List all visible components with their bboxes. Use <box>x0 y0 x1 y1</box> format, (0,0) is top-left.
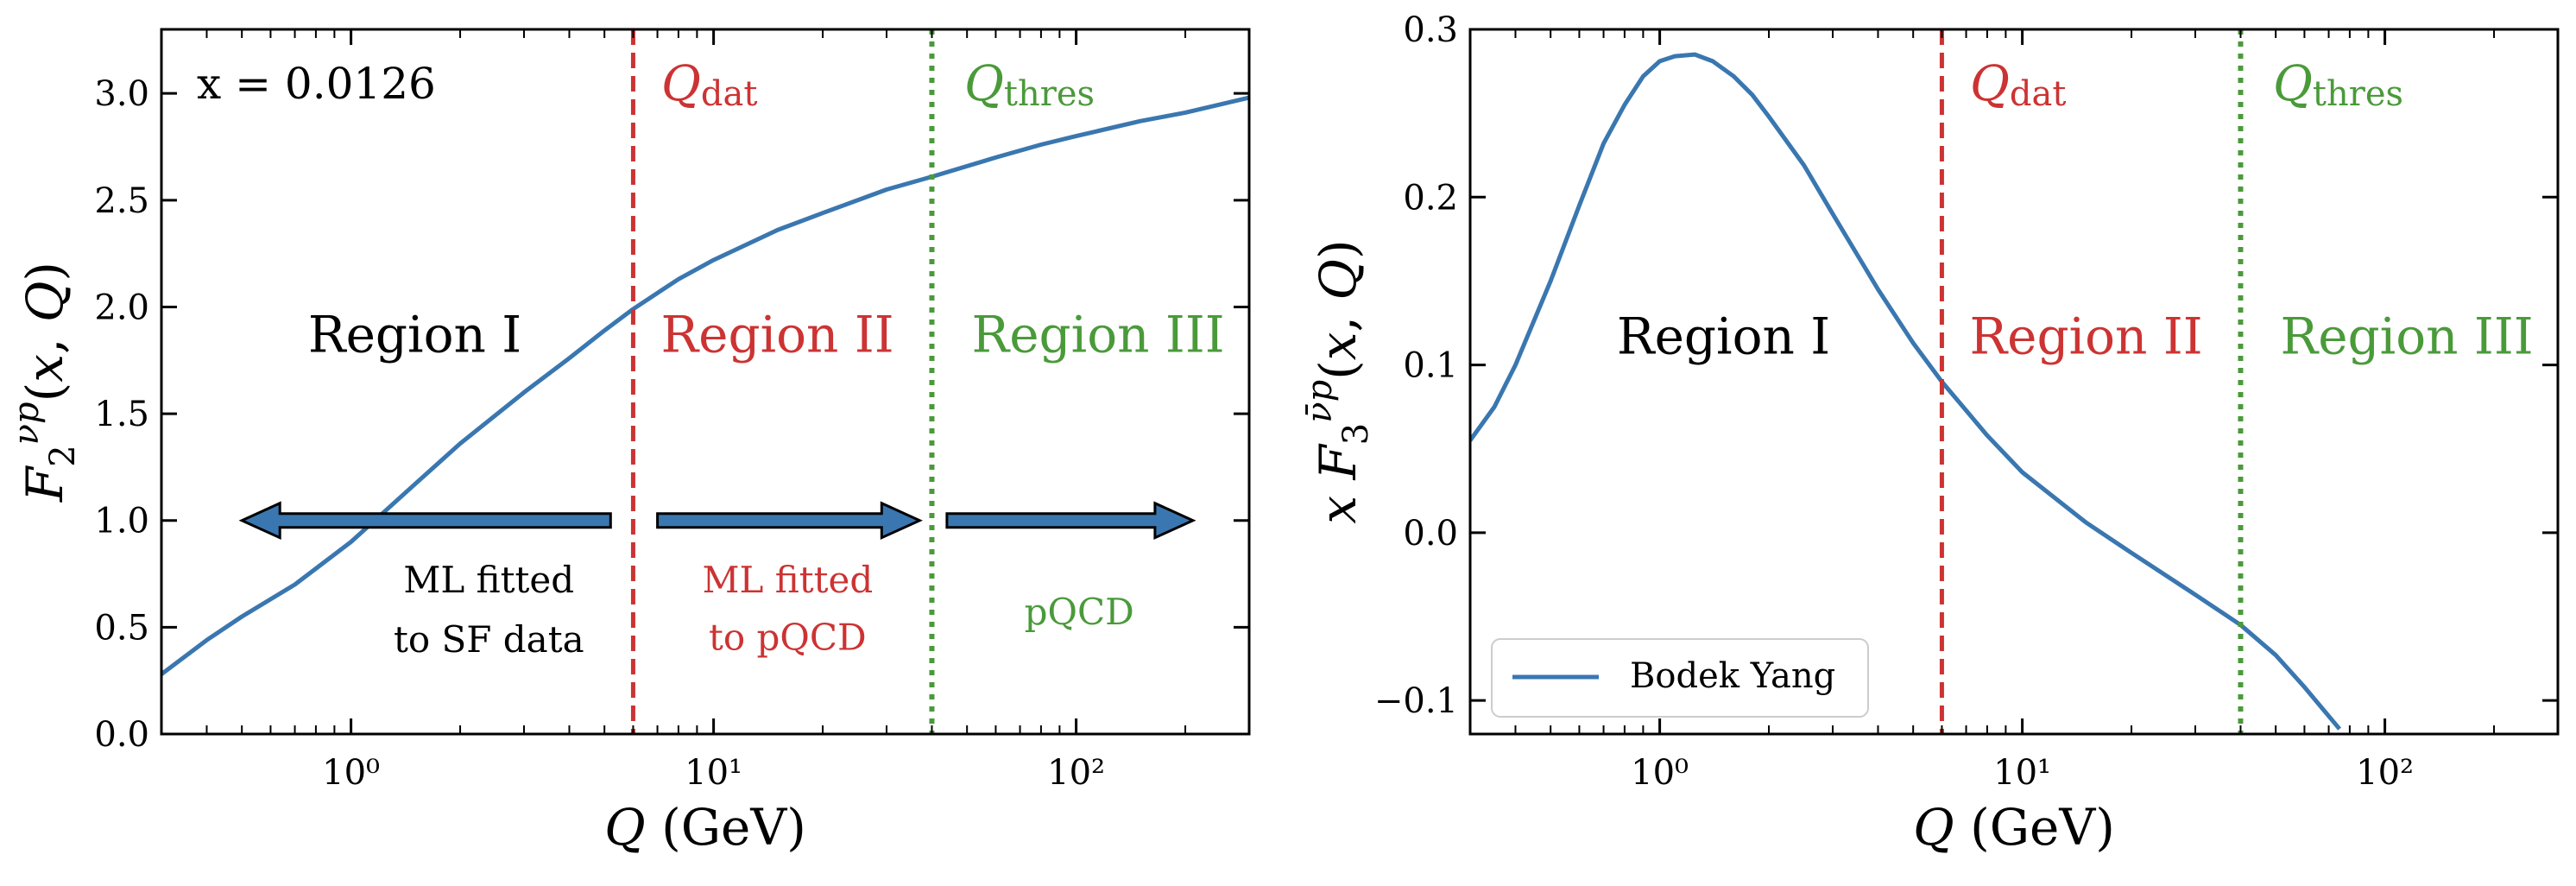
x-tick-label: 10⁰ <box>1631 753 1689 793</box>
x-axis-label: Q (GeV) <box>1913 798 2115 857</box>
y-tick-label: 0.5 <box>94 608 149 648</box>
region-3-label: Region III <box>2281 307 2534 366</box>
y-tick-label: 0.1 <box>1403 346 1458 386</box>
y-tick-label: 1.0 <box>94 502 149 541</box>
series-line-0 <box>161 95 1249 676</box>
y-tick-label: 2.5 <box>94 181 149 221</box>
y-tick-label: 1.5 <box>94 395 149 434</box>
x-axis-label: Q (GeV) <box>604 798 806 857</box>
x-tick-label: 10² <box>2356 753 2414 793</box>
region-arrow-3 <box>945 501 1196 541</box>
x-tick-label: 10² <box>1047 753 1105 793</box>
series-line-0 <box>1470 52 2342 731</box>
note-ml-sf-line2: to SF data <box>394 618 584 661</box>
x-tick-label: 10¹ <box>685 753 742 793</box>
legend-entry-bodek-yang: Bodek Yang <box>1630 656 1835 696</box>
plot-frame <box>1468 28 2560 736</box>
region-2-label: Region II <box>1969 307 2202 366</box>
note-pqcd: pQCD <box>1025 591 1134 633</box>
region-3-label: Region III <box>972 306 1225 364</box>
qdat-label: Qdat <box>1970 56 2066 114</box>
legend: Bodek Yang <box>1491 638 1869 718</box>
region-2-label: Region II <box>660 306 893 364</box>
qthres-label: Qthres <box>964 56 1095 114</box>
panel-xf3: 10⁰ 10¹ 10² −0.1 0.0 0.1 0.2 0.3 Qdat Qthres Re… <box>1300 10 2560 857</box>
y-tick-label: −0.1 <box>1374 681 1458 721</box>
y-tick-label: 3.0 <box>94 74 149 114</box>
y-axis-label: x F3ν̄p(x, Q) <box>1300 239 1376 523</box>
qthres-label: Qthres <box>2273 56 2403 114</box>
note-ml-pqcd-line2: to pQCD <box>709 617 867 659</box>
plot-frame <box>160 28 1251 736</box>
region-arrow-1 <box>238 501 612 541</box>
qdat-label: Qdat <box>661 56 757 114</box>
y-tick-label: 0.3 <box>1403 10 1458 50</box>
region-arrow-2 <box>656 501 923 541</box>
y-tick-label: 0.0 <box>94 715 149 755</box>
x-tick-label: 10¹ <box>1993 753 2051 793</box>
y-tick-label: 2.0 <box>94 288 149 327</box>
x-tick-label: 10⁰ <box>322 753 380 793</box>
legend-box <box>1491 638 1869 718</box>
panel-f2: 10⁰ 10¹ 10² 0.0 0.5 1.0 1.5 2.0 2.5 3.0 x = 0.012… <box>7 28 1251 857</box>
note-ml-sf-line1: ML fitted <box>403 559 574 601</box>
region-1-label: Region I <box>1617 307 1830 366</box>
y-tick-label: 0.0 <box>1403 514 1458 554</box>
region-1-label: Region I <box>308 306 521 364</box>
x-value-annotation: x = 0.0126 <box>197 59 436 109</box>
y-axis-label: F2νp(x, Q) <box>7 262 83 503</box>
y-tick-label: 0.2 <box>1403 178 1458 218</box>
note-ml-pqcd-line1: ML fitted <box>702 559 873 601</box>
